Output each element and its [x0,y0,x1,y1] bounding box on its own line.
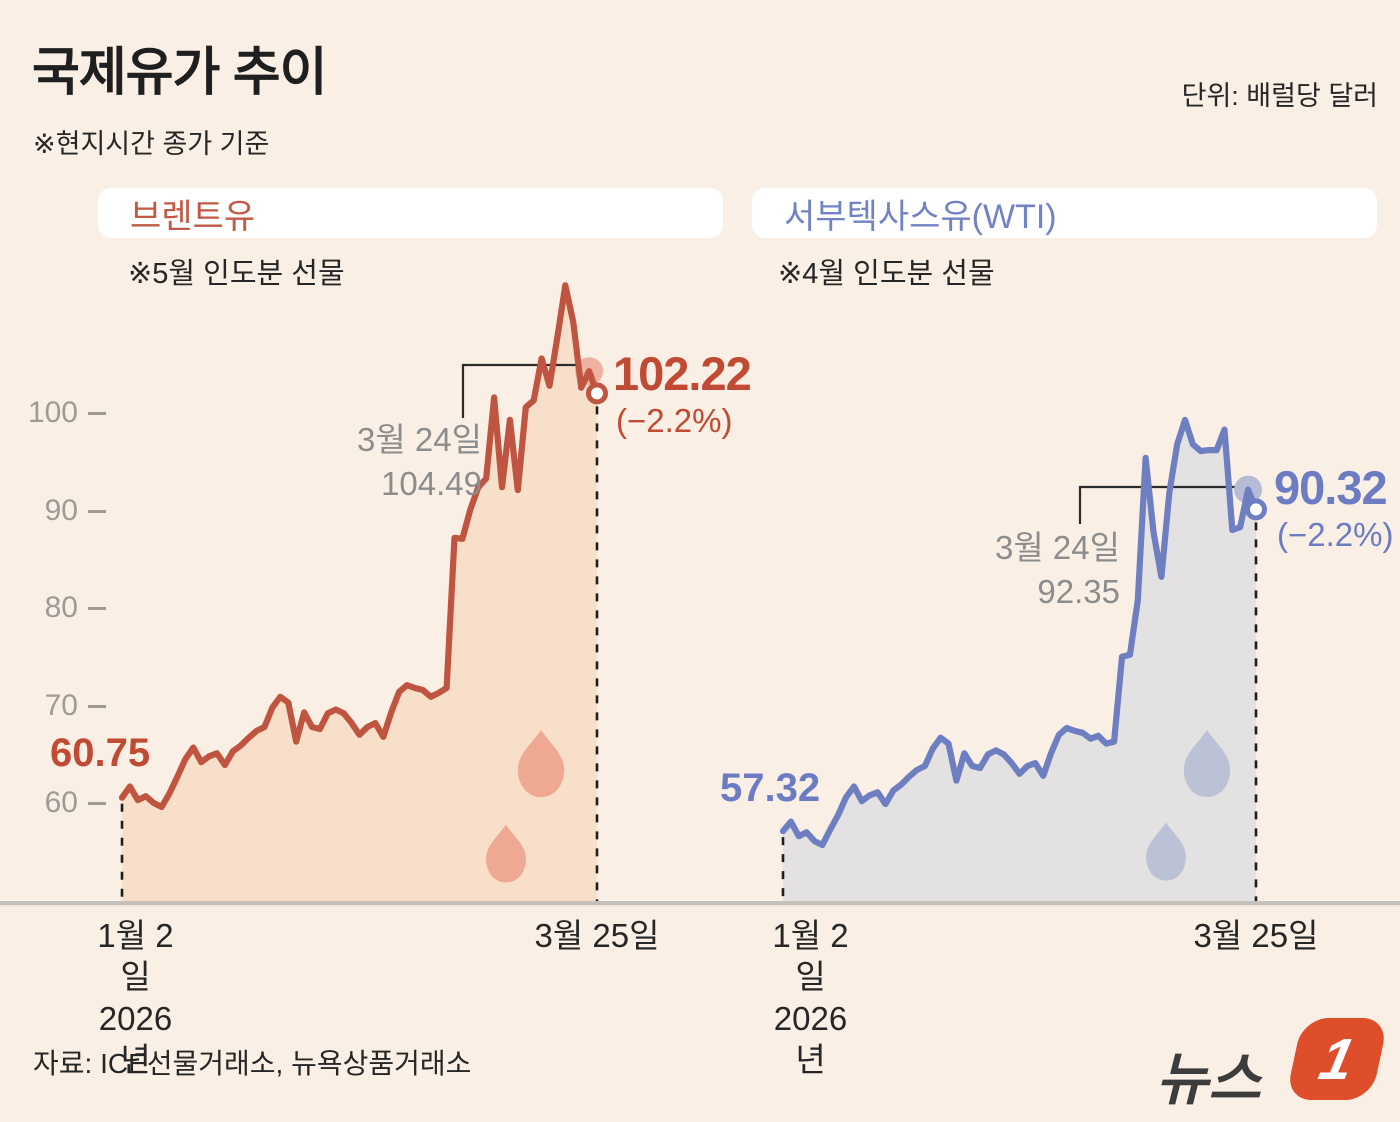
wti-oil-droplet-icon-2 [1146,822,1186,881]
x-axis-line [0,901,1400,905]
tick-dash [88,704,106,708]
wti-series-label-box: 서부텍사스유(WTI) [752,188,1377,238]
news1-logo-text: 뉴스 [1156,1048,1261,1112]
tick-dash [88,411,106,415]
unit-label: 단위: 배럴당 달러 [1181,81,1378,111]
brent-start-value: 60.75 [50,731,151,775]
wti-oil-droplet-icon-1 [1183,730,1231,798]
wti-futures-note: ※4월 인도분 선물 [778,258,995,290]
wti-peak-value: 92.35 [1037,572,1120,610]
y-tick-90: 90 [18,494,106,528]
wti-series-label: 서부텍사스유(WTI) [784,197,1057,236]
wti-x-start-label: 1월 2일 2026년 [772,917,849,1078]
tick-dash [88,509,106,513]
wti-peak-date: 3월 24일 [995,529,1120,566]
wti-start-value: 57.32 [720,766,821,810]
wti-last-value: 90.32 [1274,461,1388,514]
y-tick-60: 60 [18,786,106,820]
wti-change-value: (−2.2%) [1277,516,1394,553]
brent-peak-annotation: 3월 24일 104.49 [357,418,482,505]
brent-peak-date: 3월 24일 [357,421,482,458]
wti-chart [779,416,1267,902]
brent-x-end-label: 3월 25일 [534,917,660,954]
brent-series-label-box: 브렌트유 [98,188,723,238]
tick-dash [88,801,106,805]
wti-x-end-label: 3월 25일 [1193,917,1319,954]
brent-futures-note: ※5월 인도분 선물 [128,258,345,290]
y-tick-80: 80 [18,591,106,625]
brent-last-value: 102.22 [613,347,752,400]
wti-last-close-marker [1245,498,1267,521]
news1-logo-one: 1 [1313,1026,1361,1092]
x-axis-line-highlight [0,905,1400,907]
brent-last-close-marker [586,382,608,405]
brent-x-start-label: 1월 2일 2026년 [97,917,174,1078]
source-credit: 자료: ICE선물거래소, 뉴욕상품거래소 [33,1048,472,1079]
y-tick-100: 100 [18,396,106,430]
y-tick-70: 70 [18,689,106,723]
brent-oil-droplet-icon-2 [486,824,526,883]
tick-dash [88,606,106,610]
chart-subtitle: ※현지시간 종가 기준 [33,129,270,159]
wti-peak-annotation: 3월 24일 92.35 [995,526,1120,613]
page-title: 국제유가 추이 [32,44,327,102]
brent-change-value: (−2.2%) [616,402,733,439]
brent-chart [118,282,608,902]
brent-area [122,285,597,902]
wti-line [779,416,1260,849]
brent-series-label: 브렌트유 [130,197,256,236]
wti-callout-line [1078,485,1235,524]
brent-peak-value: 104.49 [381,464,482,502]
brent-line [118,282,601,811]
wti-area [783,419,1256,902]
brent-oil-droplet-icon-1 [517,730,565,798]
